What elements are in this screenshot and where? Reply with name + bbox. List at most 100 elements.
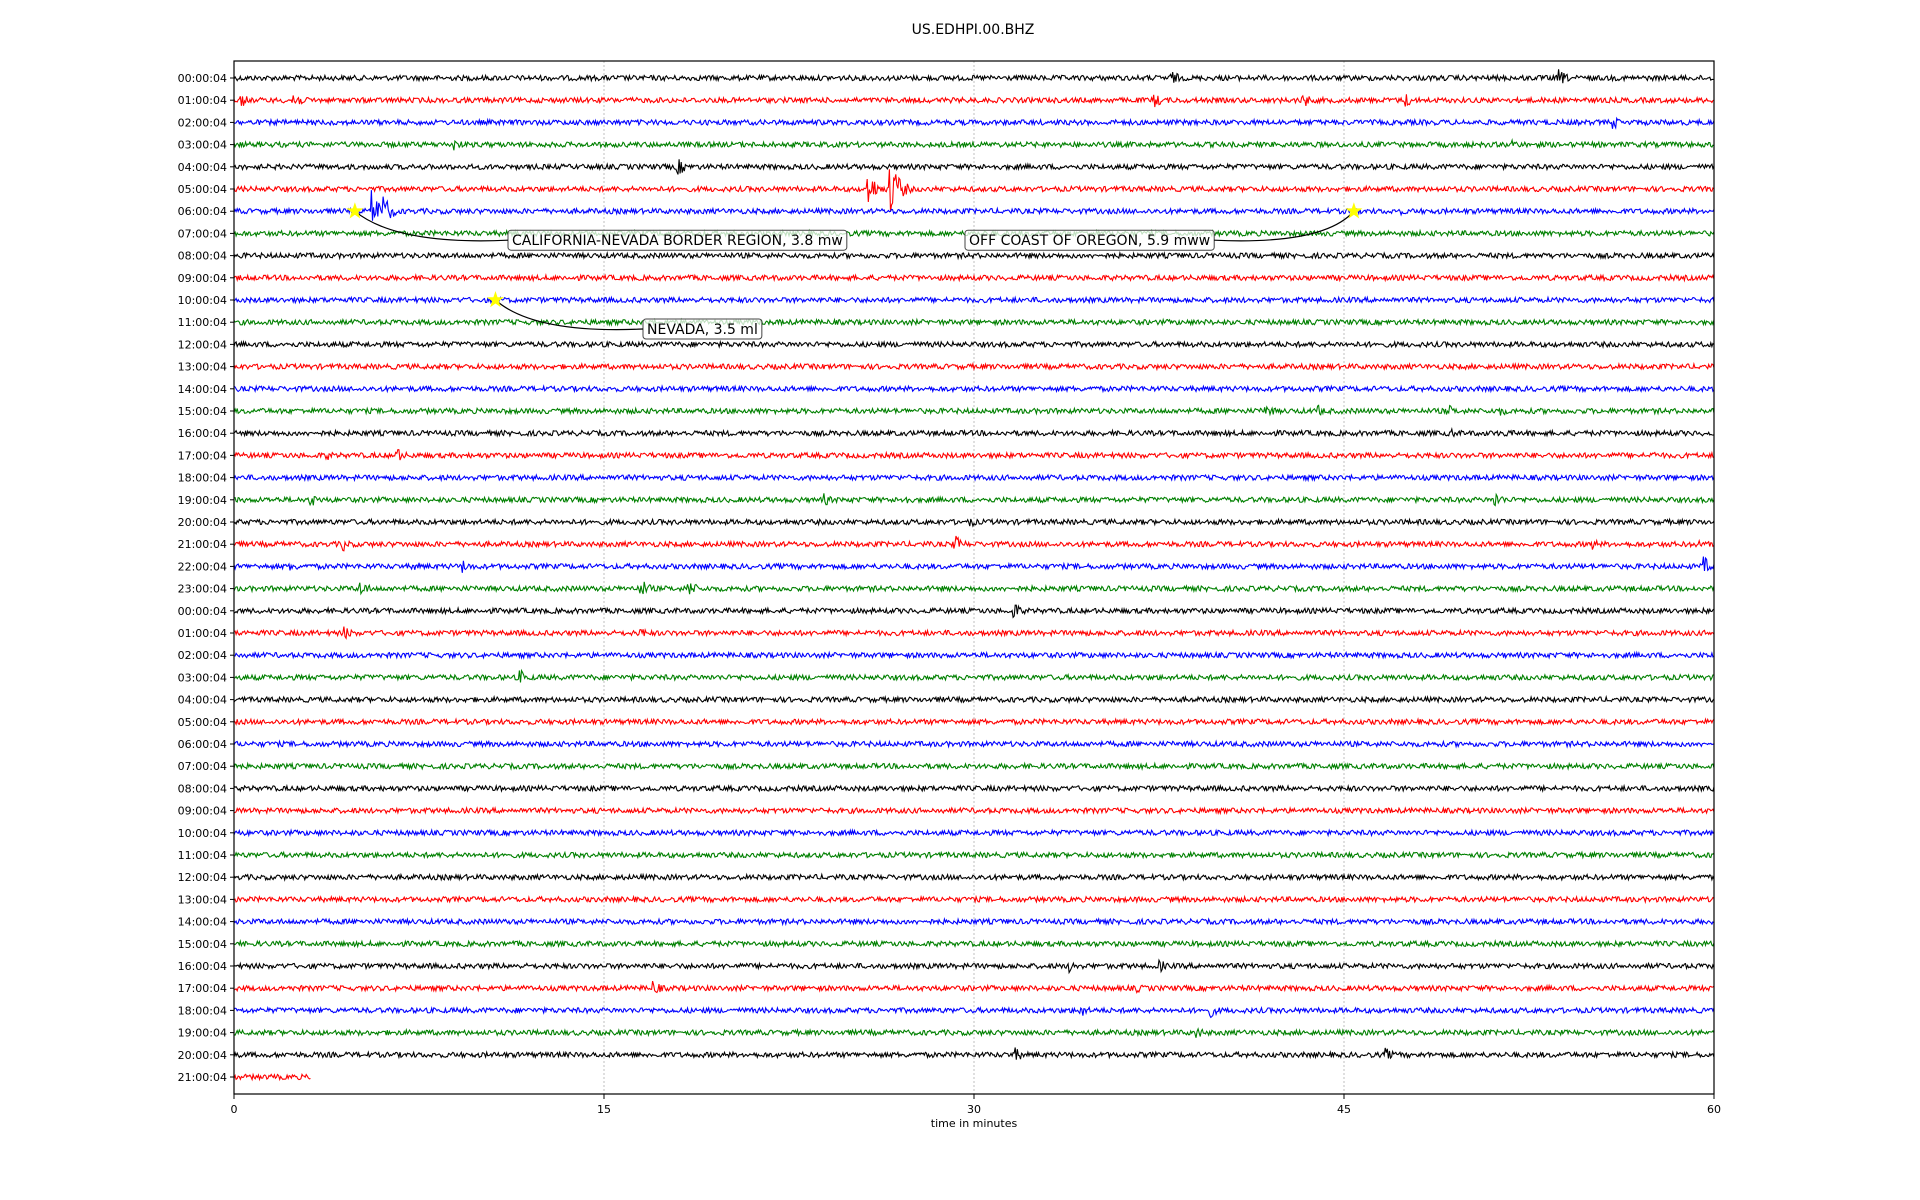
y-tick-label: 05:00:04 xyxy=(178,716,227,729)
y-tick-label: 12:00:04 xyxy=(178,338,227,351)
event-star-icon xyxy=(486,291,504,308)
y-tick-label: 21:00:04 xyxy=(178,1071,227,1084)
y-tick-label: 10:00:04 xyxy=(178,827,227,840)
y-tick-label: 03:00:04 xyxy=(178,671,227,684)
y-tick-label: 20:00:04 xyxy=(178,1049,227,1062)
trace-row-14 xyxy=(233,384,1715,394)
y-tick-label: 04:00:04 xyxy=(178,161,227,174)
trace-row-45 xyxy=(233,1072,311,1082)
trace-row-33 xyxy=(234,805,1715,816)
y-tick-label: 17:00:04 xyxy=(178,982,227,995)
trace-row-18 xyxy=(233,472,1715,483)
y-tick-label: 20:00:04 xyxy=(178,516,227,529)
trace-row-5 xyxy=(233,169,1715,212)
y-tick-label: 09:00:04 xyxy=(178,805,227,818)
y-tick-label: 22:00:04 xyxy=(178,560,227,573)
trace-row-43 xyxy=(233,1027,1715,1038)
trace-row-41 xyxy=(233,980,1715,994)
trace-row-38 xyxy=(233,916,1715,927)
y-tick-label: 19:00:04 xyxy=(178,1027,227,1040)
y-tick-label: 07:00:04 xyxy=(178,760,227,773)
y-tick-label: 00:00:04 xyxy=(178,605,227,618)
trace-row-17 xyxy=(233,449,1715,461)
trace-row-30 xyxy=(233,739,1715,749)
trace-row-2 xyxy=(233,116,1715,130)
y-tick-label: 18:00:04 xyxy=(178,1004,227,1017)
annotation-label: NEVADA, 3.5 ml xyxy=(647,322,758,338)
y-tick-label: 00:00:04 xyxy=(178,72,227,85)
y-tick-label: 08:00:04 xyxy=(178,782,227,795)
x-tick-label: 60 xyxy=(1707,1103,1721,1116)
y-tick-label: 15:00:04 xyxy=(178,938,227,951)
y-tick-label: 18:00:04 xyxy=(178,472,227,485)
y-tick-label: 07:00:04 xyxy=(178,227,227,240)
y-tick-label: 15:00:04 xyxy=(178,405,227,418)
x-tick-label: 0 xyxy=(231,1103,238,1116)
trace-row-32 xyxy=(233,783,1715,793)
trace-row-21 xyxy=(233,535,1715,552)
y-tick-label: 14:00:04 xyxy=(178,383,227,396)
trace-row-3 xyxy=(233,138,1715,151)
trace-row-19 xyxy=(233,492,1715,507)
y-tick-label: 08:00:04 xyxy=(178,250,227,263)
trace-row-44 xyxy=(233,1047,1715,1060)
trace-row-9 xyxy=(233,273,1715,283)
trace-row-35 xyxy=(233,850,1715,860)
x-tick-label: 15 xyxy=(597,1103,611,1116)
trace-row-15 xyxy=(233,404,1715,417)
y-tick-label: 14:00:04 xyxy=(178,916,227,929)
trace-row-12 xyxy=(233,339,1715,349)
y-tick-label: 01:00:04 xyxy=(178,94,227,107)
annotation-arrow xyxy=(495,299,644,331)
annotation-label: CALIFORNIA-NEVADA BORDER REGION, 3.8 mw xyxy=(512,233,843,249)
trace-row-16 xyxy=(233,426,1715,438)
event-star-icon xyxy=(1345,202,1363,219)
trace-row-25 xyxy=(233,626,1715,640)
x-tick-label: 45 xyxy=(1337,1103,1351,1116)
y-tick-label: 13:00:04 xyxy=(178,893,227,906)
y-tick-label: 04:00:04 xyxy=(178,694,227,707)
y-tick-label: 13:00:04 xyxy=(178,361,227,374)
y-tick-label: 21:00:04 xyxy=(178,538,227,551)
trace-row-42 xyxy=(233,1005,1715,1019)
trace-row-24 xyxy=(233,604,1715,619)
trace-row-29 xyxy=(233,717,1715,727)
trace-row-28 xyxy=(233,694,1715,705)
y-tick-label: 02:00:04 xyxy=(178,649,227,662)
trace-row-37 xyxy=(233,894,1715,905)
trace-row-40 xyxy=(233,958,1715,975)
x-axis-label: time in minutes xyxy=(931,1117,1018,1130)
y-tick-label: 01:00:04 xyxy=(178,627,227,640)
trace-row-10 xyxy=(233,295,1715,305)
y-tick-label: 11:00:04 xyxy=(178,849,227,862)
trace-row-31 xyxy=(233,761,1715,771)
y-tick-label: 02:00:04 xyxy=(178,116,227,129)
trace-row-20 xyxy=(233,517,1715,528)
trace-row-4 xyxy=(233,159,1715,175)
plot-frame xyxy=(233,60,1715,1095)
y-tick-label: 10:00:04 xyxy=(178,294,227,307)
y-tick-label: 16:00:04 xyxy=(178,960,227,973)
y-tick-label: 09:00:04 xyxy=(178,272,227,285)
trace-row-23 xyxy=(233,581,1715,596)
y-tick-label: 23:00:04 xyxy=(178,583,227,596)
trace-row-36 xyxy=(233,872,1715,882)
y-tick-label: 06:00:04 xyxy=(178,205,227,218)
trace-row-8 xyxy=(233,250,1715,261)
y-tick-label: 12:00:04 xyxy=(178,871,227,884)
trace-row-27 xyxy=(233,668,1715,683)
trace-row-0 xyxy=(233,69,1714,84)
y-tick-label: 11:00:04 xyxy=(178,316,227,329)
y-tick-label: 03:00:04 xyxy=(178,139,227,152)
annotation-arrow xyxy=(1214,210,1355,242)
x-tick-label: 30 xyxy=(967,1103,981,1116)
trace-row-39 xyxy=(233,939,1715,949)
trace-row-1 xyxy=(233,94,1715,108)
trace-row-26 xyxy=(234,650,1715,660)
annotation-arrow xyxy=(354,210,509,242)
annotation-label: OFF COAST OF OREGON, 5.9 mww xyxy=(969,233,1210,249)
y-tick-label: 05:00:04 xyxy=(178,183,227,196)
chart-title: US.EDHPI.00.BHZ xyxy=(911,22,1035,38)
trace-row-22 xyxy=(233,556,1715,573)
